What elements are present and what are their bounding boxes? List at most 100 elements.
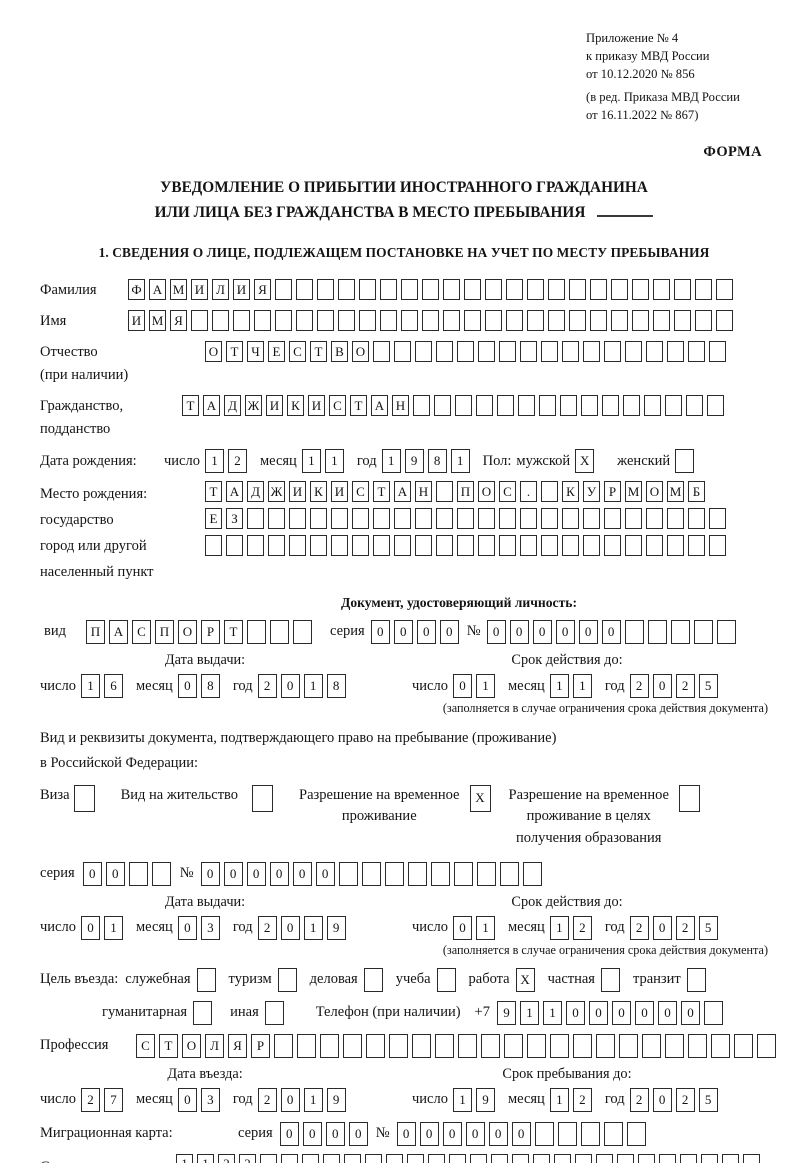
char-cell[interactable]: 0: [302, 1121, 322, 1146]
char-cell[interactable]: [394, 341, 411, 363]
char-cell[interactable]: [527, 279, 544, 301]
char-cell[interactable]: [688, 1033, 707, 1058]
char-cell[interactable]: [716, 279, 733, 301]
char-cell[interactable]: [233, 310, 250, 332]
char-cell[interactable]: 0: [292, 861, 312, 886]
char-cell[interactable]: [401, 279, 418, 301]
char-cell[interactable]: [688, 508, 705, 530]
char-cell[interactable]: [481, 1033, 500, 1058]
char-cell[interactable]: Я: [228, 1033, 247, 1058]
char-cell[interactable]: 1: [303, 674, 323, 699]
char-cell[interactable]: [675, 449, 695, 474]
char-cell[interactable]: [709, 508, 726, 530]
char-cell[interactable]: [707, 395, 724, 417]
char-cell[interactable]: Н: [392, 395, 409, 417]
char-cell[interactable]: [499, 535, 516, 557]
char-cell[interactable]: [541, 341, 558, 363]
residence-permit-checkbox[interactable]: [252, 784, 277, 812]
char-cell[interactable]: [384, 861, 404, 886]
char-cell[interactable]: Т: [350, 395, 367, 417]
char-cell[interactable]: [583, 341, 600, 363]
char-cell[interactable]: В: [331, 341, 348, 363]
char-cell[interactable]: [603, 1121, 623, 1146]
char-cell[interactable]: [270, 620, 289, 645]
char-cell[interactable]: [581, 395, 598, 417]
char-cell[interactable]: [548, 279, 565, 301]
char-cell[interactable]: [646, 535, 663, 557]
char-cell[interactable]: [274, 1033, 293, 1058]
char-cell[interactable]: [317, 279, 334, 301]
char-cell[interactable]: И: [128, 310, 145, 332]
char-cell[interactable]: 2: [629, 1087, 649, 1112]
char-cell[interactable]: [596, 1153, 613, 1163]
char-cell[interactable]: [470, 1153, 487, 1163]
char-cell[interactable]: [604, 535, 621, 557]
char-cell[interactable]: 5: [698, 674, 718, 699]
char-cell[interactable]: 0: [348, 1121, 368, 1146]
char-cell[interactable]: П: [86, 620, 105, 645]
char-cell[interactable]: С: [329, 395, 346, 417]
char-cell[interactable]: [583, 535, 600, 557]
char-cell[interactable]: [562, 508, 579, 530]
char-cell[interactable]: 1: [301, 449, 321, 474]
char-cell[interactable]: [734, 1033, 753, 1058]
char-cell[interactable]: [323, 1153, 340, 1163]
char-cell[interactable]: [422, 279, 439, 301]
char-cell[interactable]: А: [149, 279, 166, 301]
char-cell[interactable]: 0: [657, 1000, 677, 1025]
char-cell[interactable]: [310, 535, 327, 557]
char-cell[interactable]: [401, 310, 418, 332]
char-cell[interactable]: [260, 1153, 277, 1163]
char-cell[interactable]: [743, 1153, 760, 1163]
char-cell[interactable]: [476, 861, 496, 886]
char-cell[interactable]: [380, 279, 397, 301]
birth-place-row3-input[interactable]: [205, 535, 730, 557]
char-cell[interactable]: [275, 279, 292, 301]
char-cell[interactable]: М: [170, 279, 187, 301]
char-cell[interactable]: [343, 1033, 362, 1058]
char-cell[interactable]: [716, 310, 733, 332]
char-cell[interactable]: [623, 395, 640, 417]
char-cell[interactable]: X: [469, 784, 491, 812]
char-cell[interactable]: [550, 1033, 569, 1058]
char-cell[interactable]: [297, 1033, 316, 1058]
char-cell[interactable]: 2: [675, 1087, 695, 1112]
char-cell[interactable]: 0: [416, 620, 436, 645]
char-cell[interactable]: [435, 1033, 454, 1058]
char-cell[interactable]: [580, 1121, 600, 1146]
char-cell[interactable]: 0: [82, 861, 102, 886]
char-cell[interactable]: Я: [170, 310, 187, 332]
purpose-study-checkbox[interactable]: [436, 967, 460, 992]
char-cell[interactable]: [596, 1033, 615, 1058]
char-cell[interactable]: [557, 1121, 577, 1146]
char-cell[interactable]: М: [625, 481, 642, 503]
char-cell[interactable]: [310, 508, 327, 530]
char-cell[interactable]: С: [136, 1033, 155, 1058]
char-cell[interactable]: [478, 341, 495, 363]
char-cell[interactable]: [600, 967, 620, 992]
char-cell[interactable]: [646, 508, 663, 530]
visa-checkbox[interactable]: [73, 784, 99, 812]
char-cell[interactable]: [338, 861, 358, 886]
char-cell[interactable]: [667, 508, 684, 530]
char-cell[interactable]: [560, 395, 577, 417]
char-cell[interactable]: О: [646, 481, 663, 503]
char-cell[interactable]: 2: [239, 1153, 256, 1163]
char-cell[interactable]: [413, 395, 430, 417]
char-cell[interactable]: [533, 1153, 550, 1163]
char-cell[interactable]: О: [352, 341, 369, 363]
char-cell[interactable]: [247, 535, 264, 557]
char-cell[interactable]: [247, 620, 266, 645]
char-cell[interactable]: 1: [475, 915, 495, 940]
char-cell[interactable]: Е: [268, 341, 285, 363]
char-cell[interactable]: [485, 279, 502, 301]
char-cell[interactable]: Т: [310, 341, 327, 363]
char-cell[interactable]: [293, 620, 312, 645]
